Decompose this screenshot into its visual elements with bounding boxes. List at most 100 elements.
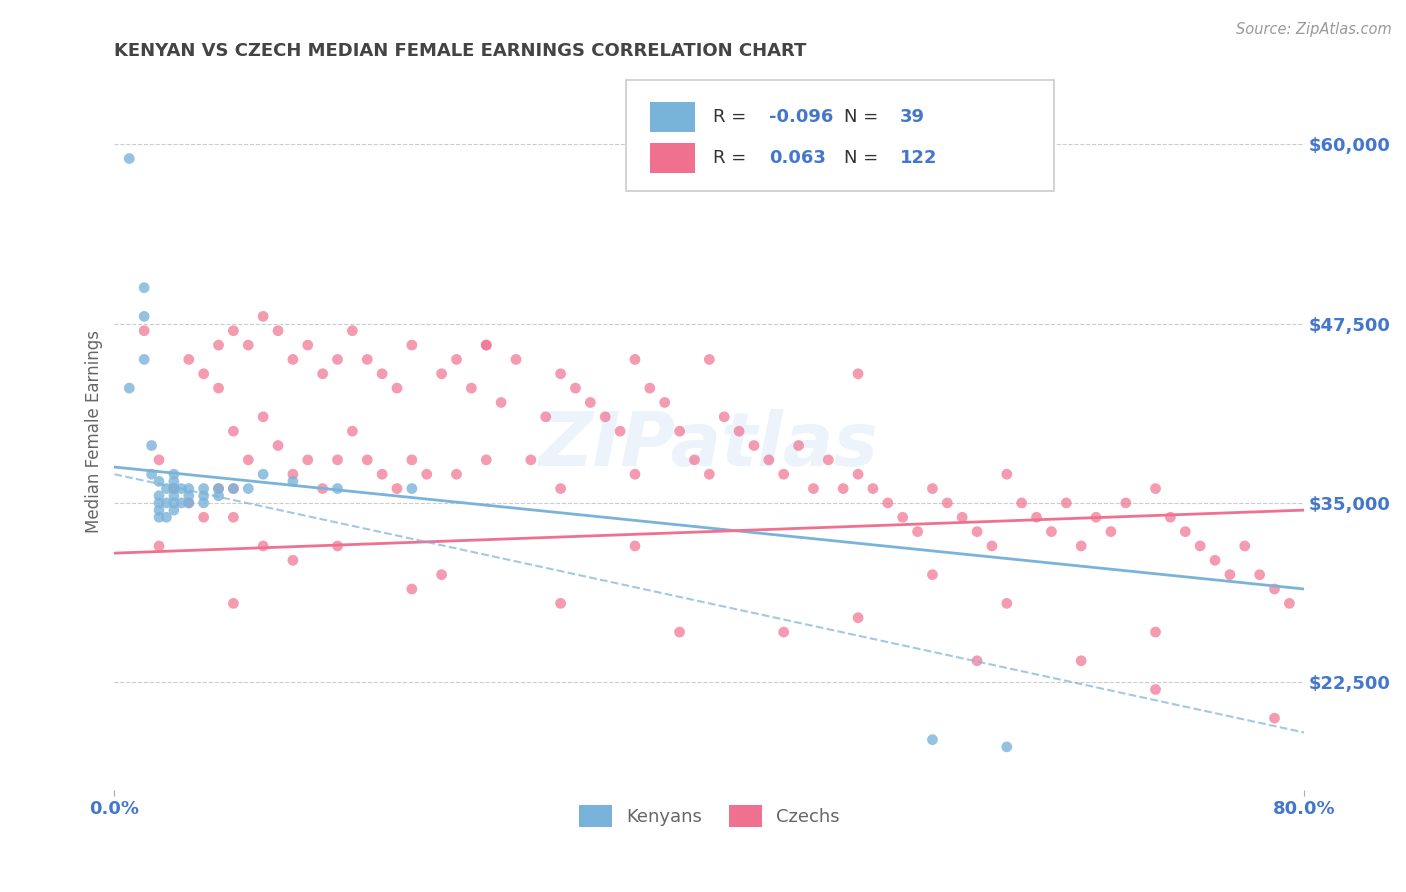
Point <box>342 324 364 338</box>
Text: N =: N = <box>844 149 884 167</box>
Point <box>1204 553 1226 567</box>
Point <box>1233 539 1256 553</box>
Point <box>1219 567 1241 582</box>
Point <box>170 482 193 496</box>
Text: Source: ZipAtlas.com: Source: ZipAtlas.com <box>1236 22 1392 37</box>
Point <box>1070 654 1092 668</box>
Point <box>148 496 170 510</box>
Point <box>772 467 794 482</box>
Point <box>326 539 349 553</box>
Point <box>207 381 229 395</box>
Point <box>1025 510 1047 524</box>
Point <box>654 395 676 409</box>
Point <box>475 453 498 467</box>
Y-axis label: Median Female Earnings: Median Female Earnings <box>86 330 103 533</box>
Text: -0.096: -0.096 <box>769 108 834 126</box>
Point <box>550 482 572 496</box>
Point <box>1085 510 1108 524</box>
Point <box>238 482 260 496</box>
Point <box>207 338 229 352</box>
Point <box>267 324 290 338</box>
Point <box>401 338 423 352</box>
Point <box>817 453 839 467</box>
Point <box>921 732 943 747</box>
Point <box>177 496 200 510</box>
Point <box>148 453 170 467</box>
Point <box>668 424 690 438</box>
Point <box>326 453 349 467</box>
Point <box>297 338 319 352</box>
Point <box>1011 496 1033 510</box>
Point <box>177 489 200 503</box>
Point <box>713 409 735 424</box>
Point <box>1249 567 1271 582</box>
Point <box>134 310 156 324</box>
Point <box>193 489 215 503</box>
Point <box>1115 496 1137 510</box>
Point <box>222 424 245 438</box>
Point <box>1263 582 1285 596</box>
Point <box>579 395 602 409</box>
Point <box>1070 539 1092 553</box>
Point <box>311 482 333 496</box>
Point <box>430 367 453 381</box>
Point <box>980 539 1002 553</box>
Point <box>170 496 193 510</box>
Point <box>446 352 468 367</box>
Point <box>699 467 721 482</box>
Point <box>356 352 378 367</box>
Point <box>222 482 245 496</box>
Point <box>995 739 1018 754</box>
Point <box>966 654 988 668</box>
Point <box>281 352 304 367</box>
Point <box>609 424 631 438</box>
Point <box>416 467 439 482</box>
Point <box>252 467 274 482</box>
Point <box>155 496 177 510</box>
Point <box>534 409 557 424</box>
Point <box>995 596 1018 610</box>
Point <box>936 496 959 510</box>
Point <box>163 503 186 517</box>
Point <box>207 489 229 503</box>
Point <box>326 482 349 496</box>
Point <box>193 510 215 524</box>
Point <box>401 453 423 467</box>
Point <box>207 482 229 496</box>
Point <box>921 567 943 582</box>
Point <box>624 539 647 553</box>
Point <box>193 482 215 496</box>
Point <box>564 381 586 395</box>
Point <box>475 338 498 352</box>
Point <box>148 475 170 489</box>
Point <box>371 367 394 381</box>
Point <box>163 475 186 489</box>
Point <box>446 467 468 482</box>
Point <box>846 467 869 482</box>
Point <box>371 467 394 482</box>
Point <box>134 352 156 367</box>
Point <box>222 324 245 338</box>
Point <box>1144 482 1167 496</box>
Point <box>267 438 290 452</box>
Point <box>787 438 810 452</box>
Point <box>1189 539 1212 553</box>
Point <box>177 496 200 510</box>
Text: 39: 39 <box>900 108 925 126</box>
Point <box>252 409 274 424</box>
Point <box>550 596 572 610</box>
Point <box>155 482 177 496</box>
Point <box>846 611 869 625</box>
Point <box>118 152 141 166</box>
Point <box>728 424 751 438</box>
Point <box>1144 625 1167 640</box>
Point <box>238 453 260 467</box>
Point <box>862 482 884 496</box>
Point <box>1040 524 1063 539</box>
Point <box>385 381 408 395</box>
Point <box>385 482 408 496</box>
Point <box>193 496 215 510</box>
Point <box>430 567 453 582</box>
Point <box>177 482 200 496</box>
Point <box>1174 524 1197 539</box>
